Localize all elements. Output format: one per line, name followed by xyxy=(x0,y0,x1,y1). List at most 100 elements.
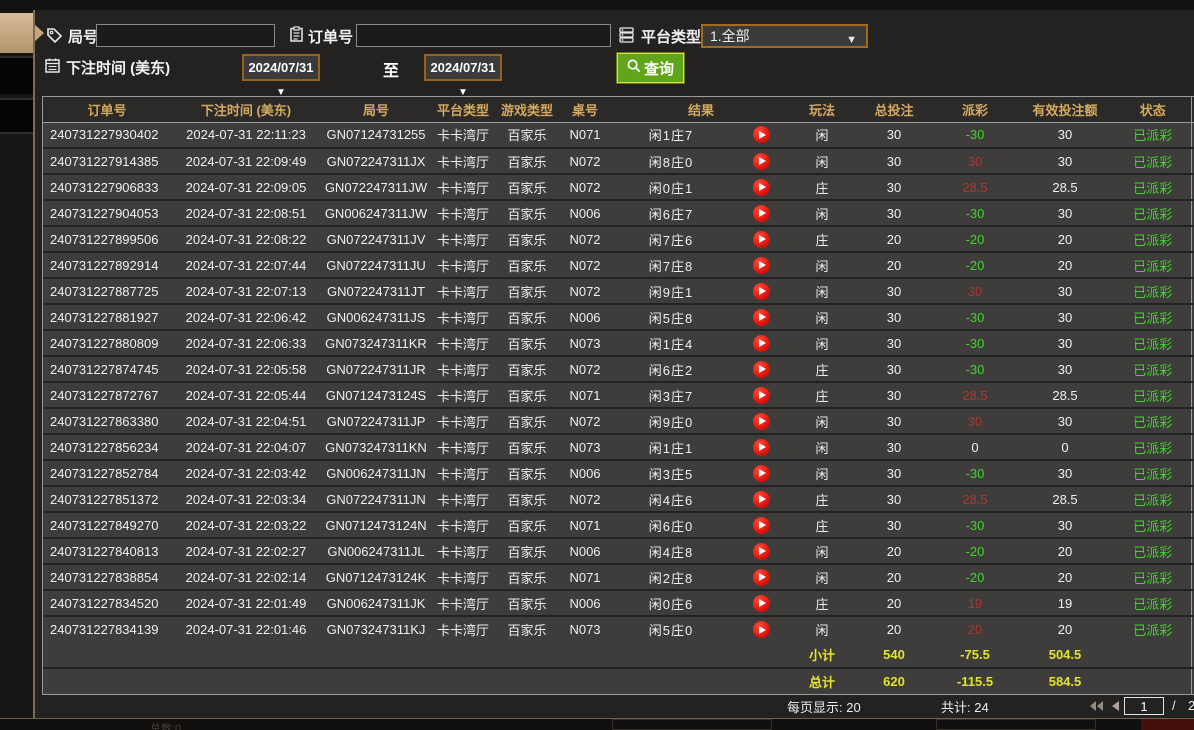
cell-valid-bet: 28.5 xyxy=(1015,486,1115,513)
date-from-picker[interactable]: 2024/07/31 ▼ xyxy=(242,54,320,98)
cell-valid-bet: 30 xyxy=(1015,304,1115,331)
first-page-icon[interactable] xyxy=(1088,700,1104,715)
cell-total-bet: 30 xyxy=(853,122,935,149)
rail-tab-active[interactable] xyxy=(0,13,44,53)
cell-table-no: N073 xyxy=(559,434,611,461)
play-video-icon[interactable] xyxy=(752,594,770,612)
cell-bet-time: 2024-07-31 22:05:44 xyxy=(171,382,321,409)
col-header-platform: 平台类型 xyxy=(431,97,495,123)
play-video-icon[interactable] xyxy=(752,334,770,352)
play-video-icon[interactable] xyxy=(752,152,770,170)
prev-page-icon[interactable] xyxy=(1110,700,1120,715)
game-no-input[interactable] xyxy=(96,24,275,47)
play-video-icon[interactable] xyxy=(752,282,770,300)
result-text: 闲6庄2 xyxy=(648,362,694,378)
cell-total-bet: 20 xyxy=(853,538,935,565)
cell-result: 闲2庄8 xyxy=(611,564,791,591)
cell-game-type: 百家乐 xyxy=(495,512,559,539)
cell-game-type: 百家乐 xyxy=(495,590,559,617)
result-text: 闲4庄6 xyxy=(648,492,694,508)
cell-order-no: 240731227904053 xyxy=(43,200,171,227)
cell-platform: 卡卡湾厅 xyxy=(431,304,495,331)
cell-play-type: 庄 xyxy=(791,226,853,253)
rail-tab-3[interactable] xyxy=(0,98,33,134)
search-button[interactable]: 查询 xyxy=(616,52,685,84)
cell-game-no: GN073247311KJ xyxy=(321,616,431,642)
play-video-icon[interactable] xyxy=(752,412,770,430)
chevron-down-icon: ▼ xyxy=(458,87,468,98)
cell-order-no: 240731227834139 xyxy=(43,616,171,642)
cell-payout: -30 xyxy=(935,460,1015,487)
play-video-icon[interactable] xyxy=(752,490,770,508)
play-video-icon[interactable] xyxy=(752,256,770,274)
play-video-icon[interactable] xyxy=(752,568,770,586)
table-row: 240731227872767 2024-07-31 22:05:44 GN07… xyxy=(43,382,1194,409)
cell-total-bet: 30 xyxy=(853,356,935,383)
play-video-icon[interactable] xyxy=(752,386,770,404)
play-video-icon[interactable] xyxy=(752,230,770,248)
play-video-icon[interactable] xyxy=(752,621,770,638)
cell-game-type: 百家乐 xyxy=(495,330,559,357)
cell-payout: 28.5 xyxy=(935,486,1015,513)
date-range-to-label: 至 xyxy=(383,63,400,80)
cell-order-no: 240731227834520 xyxy=(43,590,171,617)
cell-order-no: 240731227863380 xyxy=(43,408,171,435)
cell-game-no: GN072247311JN xyxy=(321,486,431,513)
table-row: 240731227874745 2024-07-31 22:05:58 GN07… xyxy=(43,356,1194,383)
cell-payout: 28.5 xyxy=(935,382,1015,409)
order-no-input[interactable] xyxy=(356,24,611,47)
cell-game-type: 百家乐 xyxy=(495,278,559,305)
play-video-icon[interactable] xyxy=(752,516,770,534)
play-video-icon[interactable] xyxy=(752,204,770,222)
cell-total-bet: 20 xyxy=(853,252,935,279)
cell-result: 闲8庄0 xyxy=(611,148,791,175)
cell-game-type: 百家乐 xyxy=(495,148,559,175)
cell-result: 闲1庄4 xyxy=(611,330,791,357)
play-video-icon[interactable] xyxy=(752,464,770,482)
cell-status: 已派彩 xyxy=(1115,538,1192,565)
cell-table-no: N071 xyxy=(559,382,611,409)
play-video-icon[interactable] xyxy=(752,438,770,456)
result-text: 闲7庄8 xyxy=(648,258,694,274)
cell-platform: 卡卡湾厅 xyxy=(431,460,495,487)
cell-table-no: N073 xyxy=(559,330,611,357)
rail-tab-2[interactable] xyxy=(0,56,33,94)
cell-payout: -30 xyxy=(935,356,1015,383)
cell-play-type: 闲 xyxy=(791,408,853,435)
play-video-icon[interactable] xyxy=(752,308,770,326)
platform-select[interactable]: 1.全部 ▼ xyxy=(701,24,868,48)
cell-bet-time: 2024-07-31 22:09:05 xyxy=(171,174,321,201)
play-video-icon[interactable] xyxy=(752,126,770,144)
cell-play-type: 庄 xyxy=(791,356,853,383)
backdrop-strip xyxy=(0,718,1194,730)
cell-result: 闲9庄0 xyxy=(611,408,791,435)
cell-play-type: 闲 xyxy=(791,148,853,175)
cell-platform: 卡卡湾厅 xyxy=(431,408,495,435)
cell-payout: -20 xyxy=(935,538,1015,565)
cell-play-type: 闲 xyxy=(791,434,853,461)
cell-play-type: 闲 xyxy=(791,460,853,487)
date-to-picker[interactable]: 2024/07/31 ▼ xyxy=(424,54,502,98)
play-video-icon[interactable] xyxy=(752,542,770,560)
pagination-bar: 每页显示: 20 共计: 24 / 2 xyxy=(0,697,1194,717)
col-header-result: 结果 xyxy=(611,97,791,123)
cell-total-bet: 30 xyxy=(853,148,935,175)
cell-order-no: 240731227856234 xyxy=(43,434,171,461)
cell-game-type: 百家乐 xyxy=(495,538,559,565)
result-text: 闲5庄8 xyxy=(648,310,694,326)
col-header-status: 状态 xyxy=(1115,97,1192,123)
cell-play-type: 庄 xyxy=(791,512,853,539)
play-video-icon[interactable] xyxy=(752,178,770,196)
cell-platform: 卡卡湾厅 xyxy=(431,148,495,175)
play-video-icon[interactable] xyxy=(752,360,770,378)
cell-order-no: 240731227880809 xyxy=(43,330,171,357)
cell-status: 已派彩 xyxy=(1115,382,1192,409)
cell-payout: 28.5 xyxy=(935,174,1015,201)
cell-order-no: 240731227881927 xyxy=(43,304,171,331)
cell-total-bet: 30 xyxy=(853,486,935,513)
page-number-input[interactable] xyxy=(1124,697,1164,715)
cell-result: 闲1庄1 xyxy=(611,434,791,461)
cell-bet-time: 2024-07-31 22:07:44 xyxy=(171,252,321,279)
chevron-down-icon: ▼ xyxy=(846,34,857,46)
cell-valid-bet: 20 xyxy=(1015,226,1115,253)
